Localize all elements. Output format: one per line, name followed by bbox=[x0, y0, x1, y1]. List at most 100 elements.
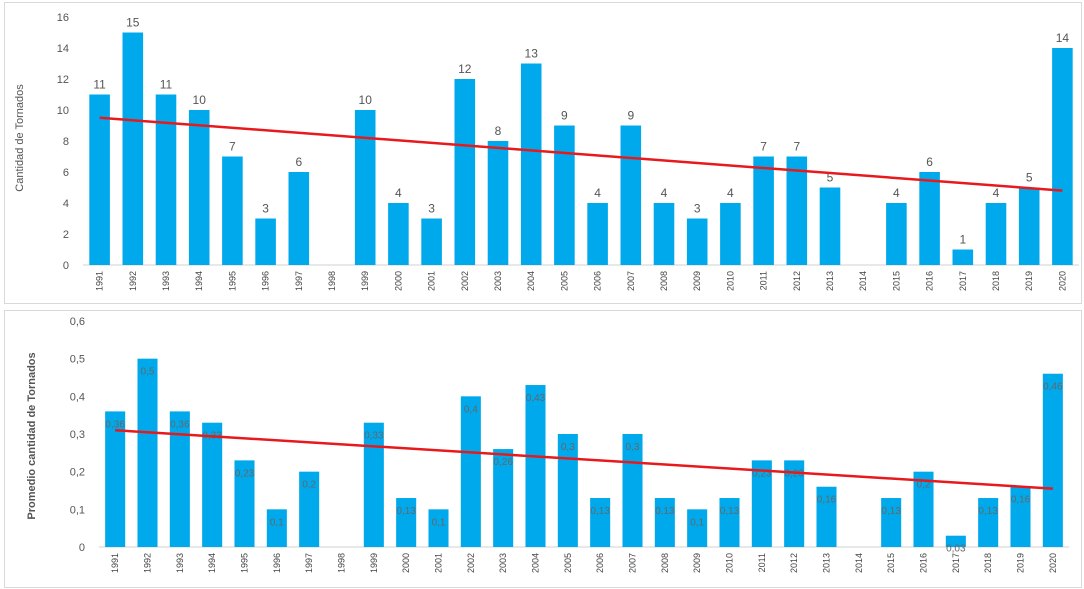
average-y-tick-label: 0,5 bbox=[70, 354, 85, 366]
count-x-tick-label-1998: 1998 bbox=[327, 271, 337, 291]
count-bar-2010 bbox=[720, 203, 741, 265]
count-x-tick-label-2016: 2016 bbox=[925, 271, 935, 291]
average-bar-2017 bbox=[945, 535, 966, 547]
average-data-label-2003: 0,26 bbox=[493, 457, 513, 468]
average-x-tick-label-2007: 2007 bbox=[628, 553, 638, 573]
count-x-tick-label-2014: 2014 bbox=[858, 271, 868, 291]
average-x-tick-label-2003: 2003 bbox=[498, 553, 508, 573]
count-y-tick-label: 4 bbox=[63, 198, 69, 210]
count-data-label-2005: 9 bbox=[561, 109, 568, 123]
count-trendline bbox=[99, 116, 1063, 192]
average-bar-2010 bbox=[719, 498, 740, 547]
average-y-tick-label: 0,4 bbox=[70, 391, 85, 403]
count-bar-1992 bbox=[122, 32, 144, 265]
average-bar-2020 bbox=[1042, 373, 1063, 547]
average-bar-2003 bbox=[493, 449, 514, 547]
average-data-label-1995: 0,23 bbox=[235, 468, 255, 479]
average-data-label-2006: 0,13 bbox=[590, 506, 610, 517]
count-x-tick-label-1995: 1995 bbox=[227, 271, 237, 291]
average-data-label-2000: 0,13 bbox=[396, 506, 416, 517]
average-bar-2013 bbox=[816, 486, 837, 547]
average-x-tick-label-1993: 1993 bbox=[175, 553, 185, 573]
count-x-tick-label-2012: 2012 bbox=[792, 271, 802, 291]
count-data-label-2008: 4 bbox=[661, 186, 668, 200]
average-trendline bbox=[115, 428, 1053, 490]
tornado-count-chart-panel: Cantidad de Tornados 0 2 4 6 8 10 12 14 16 11 1991 1… bbox=[4, 2, 1082, 304]
count-data-label-2009: 3 bbox=[694, 202, 701, 216]
count-bar-2016 bbox=[919, 172, 940, 265]
count-bar-2003 bbox=[487, 141, 509, 265]
average-bar-2006 bbox=[590, 498, 611, 547]
average-data-label-2020: 0,46 bbox=[1043, 382, 1063, 393]
count-x-tick-label-1997: 1997 bbox=[294, 271, 304, 291]
average-x-tick-label-2018: 2018 bbox=[983, 553, 993, 573]
count-data-label-2013: 5 bbox=[827, 171, 834, 185]
count-x-tick-label-2020: 2020 bbox=[1057, 271, 1067, 291]
average-x-tick-label-2013: 2013 bbox=[822, 553, 832, 573]
count-data-label-2011: 7 bbox=[760, 140, 767, 154]
average-data-label-1999: 0,33 bbox=[364, 431, 384, 442]
count-bar-2017 bbox=[952, 249, 974, 265]
average-bar-2002 bbox=[460, 396, 481, 547]
average-x-tick-label-1999: 1999 bbox=[369, 553, 379, 573]
average-data-label-2013: 0,16 bbox=[817, 495, 837, 506]
average-x-tick-label-1998: 1998 bbox=[337, 553, 347, 573]
count-x-tick-label-1993: 1993 bbox=[161, 271, 171, 291]
count-bar-2006 bbox=[587, 203, 608, 265]
count-y-tick-label: 0 bbox=[63, 260, 69, 272]
count-y-tick-label: 10 bbox=[57, 105, 69, 117]
count-y-tick-label: 8 bbox=[63, 136, 69, 148]
average-x-tick-label-2020: 2020 bbox=[1048, 553, 1058, 573]
count-x-tick-label-1994: 1994 bbox=[194, 271, 204, 291]
count-x-tick-label-2001: 2001 bbox=[427, 271, 437, 291]
count-y-tick-label: 2 bbox=[63, 229, 69, 241]
average-data-label-1991: 0,36 bbox=[105, 419, 125, 430]
count-data-label-1991: 11 bbox=[93, 78, 106, 92]
count-y-tick-label: 6 bbox=[63, 167, 69, 179]
count-bar-2000 bbox=[388, 203, 409, 265]
average-bar-1993 bbox=[169, 411, 190, 547]
count-x-tick-label-2008: 2008 bbox=[659, 271, 669, 291]
average-y-tick-label: 0,6 bbox=[70, 316, 85, 328]
average-bar-2019 bbox=[1010, 486, 1031, 547]
count-data-label-2000: 4 bbox=[395, 186, 402, 200]
count-bar-1991 bbox=[89, 94, 110, 265]
average-bar-2009 bbox=[687, 509, 708, 547]
average-x-tick-label-2017: 2017 bbox=[951, 553, 961, 573]
count-bar-2012 bbox=[786, 156, 808, 265]
count-x-tick-label-2004: 2004 bbox=[526, 271, 536, 291]
count-bar-2013 bbox=[819, 187, 841, 265]
average-bar-2004 bbox=[525, 385, 546, 547]
average-bar-2001 bbox=[428, 509, 449, 547]
average-y-tick-label: 0,1 bbox=[70, 504, 85, 516]
average-bar-1994 bbox=[202, 422, 223, 547]
count-data-label-1996: 3 bbox=[262, 202, 269, 216]
average-x-tick-label-2002: 2002 bbox=[466, 553, 476, 573]
average-data-label-2009: 0,1 bbox=[690, 517, 704, 528]
average-x-tick-label-1995: 1995 bbox=[240, 553, 250, 573]
average-bar-2000 bbox=[396, 498, 417, 547]
average-y-tick-label: 0 bbox=[79, 542, 85, 554]
average-bar-1996 bbox=[266, 509, 287, 547]
count-bar-1997 bbox=[288, 172, 310, 265]
count-data-label-2010: 4 bbox=[727, 186, 734, 200]
average-bar-2016 bbox=[913, 471, 934, 547]
count-bar-2004 bbox=[520, 63, 542, 265]
average-bar-1991 bbox=[105, 411, 126, 547]
average-x-tick-label-2009: 2009 bbox=[692, 553, 702, 573]
count-data-label-1995: 7 bbox=[229, 140, 236, 154]
average-data-label-2011: 0,23 bbox=[752, 468, 772, 479]
count-data-label-2001: 3 bbox=[428, 202, 435, 216]
average-data-label-1997: 0,2 bbox=[302, 480, 316, 491]
average-x-tick-label-2001: 2001 bbox=[434, 553, 444, 573]
count-x-tick-label-2007: 2007 bbox=[626, 271, 636, 291]
average-x-tick-label-2019: 2019 bbox=[1016, 553, 1026, 573]
average-x-tick-label-2008: 2008 bbox=[660, 553, 670, 573]
average-data-label-1992: 0,5 bbox=[141, 367, 155, 378]
average-data-label-2015: 0,13 bbox=[881, 506, 901, 517]
count-data-label-2003: 8 bbox=[495, 124, 502, 138]
average-x-tick-label-2005: 2005 bbox=[563, 553, 573, 573]
count-data-label-2019: 5 bbox=[1026, 171, 1033, 185]
count-x-tick-label-2010: 2010 bbox=[725, 271, 735, 291]
count-data-label-2018: 4 bbox=[993, 186, 1000, 200]
